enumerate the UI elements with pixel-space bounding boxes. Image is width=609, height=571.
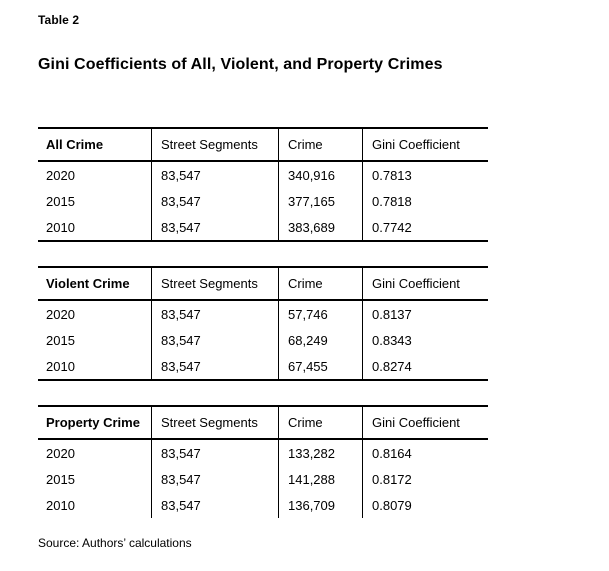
gini-coefficient-cell: 0.8079 [362, 492, 488, 518]
street-segments-cell: 83,547 [151, 492, 278, 518]
table-row: 2015 83,547 141,288 0.8172 [38, 466, 488, 492]
col-header-gini-coefficient: Gini Coefficient [362, 268, 488, 299]
table-row: 2015 83,547 377,165 0.7818 [38, 188, 488, 214]
street-segments-cell: 83,547 [151, 466, 278, 492]
col-header-crime: Crime [278, 407, 362, 438]
table-header-row: Property Crime Street Segments Crime Gin… [38, 407, 488, 440]
violent-crime-table: Violent Crime Street Segments Crime Gini… [38, 266, 488, 381]
street-segments-cell: 83,547 [151, 327, 278, 353]
section-header-cell: All Crime [46, 137, 104, 152]
table-number-label: Table 2 [38, 13, 80, 27]
year-cell: 2020 [46, 306, 75, 322]
col-header-street-segments: Street Segments [151, 129, 278, 160]
gini-coefficient-cell: 0.8274 [362, 353, 488, 379]
crime-count-cell: 377,165 [278, 188, 362, 214]
crime-count-cell: 141,288 [278, 466, 362, 492]
crime-count-cell: 383,689 [278, 214, 362, 240]
year-cell: 2010 [46, 358, 75, 374]
table-row: 2010 83,547 383,689 0.7742 [38, 214, 488, 240]
source-note: Source: Authors’ calculations [38, 536, 192, 550]
col-header-gini-coefficient: Gini Coefficient [362, 407, 488, 438]
street-segments-cell: 83,547 [151, 214, 278, 240]
page-title: Gini Coefficients of All, Violent, and P… [38, 56, 443, 73]
crime-count-cell: 67,455 [278, 353, 362, 379]
table-header-row: Violent Crime Street Segments Crime Gini… [38, 268, 488, 301]
year-cell: 2020 [46, 445, 75, 461]
table-row: 2020 83,547 133,282 0.8164 [38, 440, 488, 466]
street-segments-cell: 83,547 [151, 162, 278, 188]
year-cell: 2010 [46, 497, 75, 513]
street-segments-cell: 83,547 [151, 301, 278, 327]
year-cell: 2015 [46, 193, 75, 209]
col-header-gini-coefficient: Gini Coefficient [362, 129, 488, 160]
gini-coefficient-cell: 0.7818 [362, 188, 488, 214]
year-cell: 2015 [46, 332, 75, 348]
table-header-row: All Crime Street Segments Crime Gini Coe… [38, 129, 488, 162]
year-cell: 2010 [46, 219, 75, 235]
crime-count-cell: 133,282 [278, 440, 362, 466]
gini-coefficient-cell: 0.8343 [362, 327, 488, 353]
crime-count-cell: 136,709 [278, 492, 362, 518]
section-header-cell: Violent Crime [46, 276, 130, 291]
col-header-street-segments: Street Segments [151, 407, 278, 438]
crime-count-cell: 57,746 [278, 301, 362, 327]
table-row: 2010 83,547 67,455 0.8274 [38, 353, 488, 379]
property-crime-table: Property Crime Street Segments Crime Gin… [38, 405, 488, 518]
gini-coefficient-cell: 0.7742 [362, 214, 488, 240]
all-crime-table: All Crime Street Segments Crime Gini Coe… [38, 127, 488, 242]
year-cell: 2015 [46, 471, 75, 487]
gini-coefficient-cell: 0.8164 [362, 440, 488, 466]
street-segments-cell: 83,547 [151, 353, 278, 379]
col-header-street-segments: Street Segments [151, 268, 278, 299]
table-row: 2020 83,547 340,916 0.7813 [38, 162, 488, 188]
street-segments-cell: 83,547 [151, 188, 278, 214]
col-header-crime: Crime [278, 129, 362, 160]
table-row: 2020 83,547 57,746 0.8137 [38, 301, 488, 327]
table-row: 2010 83,547 136,709 0.8079 [38, 492, 488, 518]
gini-coefficient-cell: 0.8172 [362, 466, 488, 492]
crime-count-cell: 68,249 [278, 327, 362, 353]
section-header-cell: Property Crime [46, 415, 140, 430]
year-cell: 2020 [46, 167, 75, 183]
col-header-crime: Crime [278, 268, 362, 299]
table-row: 2015 83,547 68,249 0.8343 [38, 327, 488, 353]
gini-coefficient-cell: 0.7813 [362, 162, 488, 188]
gini-coefficient-cell: 0.8137 [362, 301, 488, 327]
crime-count-cell: 340,916 [278, 162, 362, 188]
street-segments-cell: 83,547 [151, 440, 278, 466]
